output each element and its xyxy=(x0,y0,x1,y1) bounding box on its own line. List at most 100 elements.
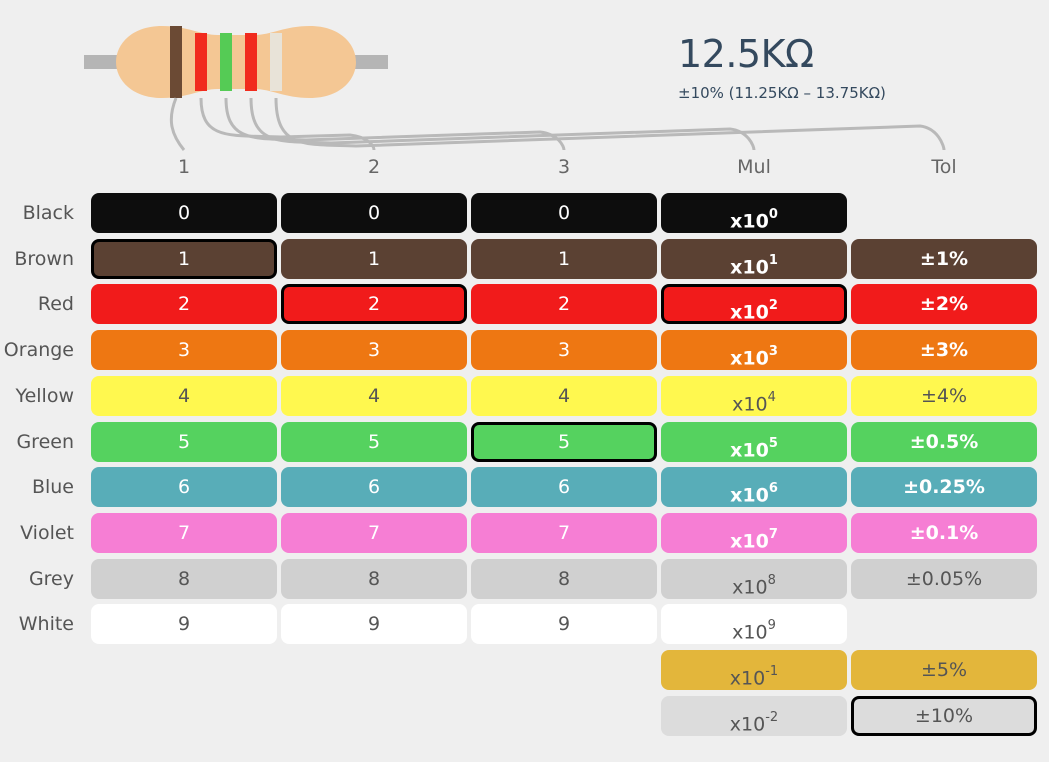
multiplier-base: x10 xyxy=(730,210,769,233)
band2-grey[interactable]: 8 xyxy=(281,558,467,599)
multiplier-text: x104 xyxy=(732,376,776,424)
band3-brown[interactable]: 1 xyxy=(471,238,657,279)
multiplier-grey[interactable]: x108 xyxy=(661,558,847,599)
tolerance-red[interactable]: ±2% xyxy=(851,284,1037,325)
multiplier-text: x10-2 xyxy=(730,696,778,744)
band3-black[interactable]: 0 xyxy=(471,193,657,233)
row-label-orange: Orange xyxy=(3,339,74,362)
multiplier-exponent: 9 xyxy=(767,618,776,634)
multiplier-exponent: 1 xyxy=(768,252,778,268)
tolerance-violet[interactable]: ±0.1% xyxy=(851,512,1037,553)
multiplier-base: x10 xyxy=(729,713,766,736)
multiplier-base: x10 xyxy=(730,530,769,553)
multiplier-red[interactable]: x102 xyxy=(661,284,847,325)
band3-violet[interactable]: 7 xyxy=(471,512,657,553)
column-header-mul: Mul xyxy=(737,156,771,178)
multiplier-exponent: -2 xyxy=(765,709,779,725)
multiplier-exponent: 3 xyxy=(768,344,778,360)
band2-yellow[interactable]: 4 xyxy=(281,375,467,416)
multiplier-orange[interactable]: x103 xyxy=(661,330,847,371)
multiplier-exponent: 2 xyxy=(768,298,778,314)
column-header-tol: Tol xyxy=(931,156,957,178)
resistance-value: 12.5KΩ xyxy=(678,32,814,76)
band2-blue[interactable]: 6 xyxy=(281,467,467,508)
band-wire-1 xyxy=(169,97,186,151)
tolerance-blue[interactable]: ±0.25% xyxy=(851,467,1037,508)
multiplier-text: x109 xyxy=(732,604,776,652)
band1-blue[interactable]: 6 xyxy=(91,467,277,508)
band1-yellow[interactable]: 4 xyxy=(91,375,277,416)
band3-orange[interactable]: 3 xyxy=(471,330,657,371)
band1-grey[interactable]: 8 xyxy=(91,558,277,599)
band1-red[interactable]: 2 xyxy=(91,284,277,325)
tolerance-brown[interactable]: ±1% xyxy=(851,238,1037,279)
row-label-brown: Brown xyxy=(14,247,74,270)
band2-red[interactable]: 2 xyxy=(281,284,467,325)
tolerance-extra-11[interactable]: ±10% xyxy=(851,695,1037,736)
tolerance-green[interactable]: ±0.5% xyxy=(851,421,1037,462)
multiplier-text: x102 xyxy=(730,287,778,329)
band3-grey[interactable]: 8 xyxy=(471,558,657,599)
tolerance-extra-10[interactable]: ±5% xyxy=(851,650,1037,690)
multiplier-brown[interactable]: x101 xyxy=(661,238,847,279)
resistor-band-2 xyxy=(195,33,207,91)
row-label-white: White xyxy=(18,613,74,636)
tolerance-grey[interactable]: ±0.05% xyxy=(851,558,1037,599)
band1-black[interactable]: 0 xyxy=(91,193,277,233)
resistance-tolerance-range: ±10% (11.25KΩ – 13.75KΩ) xyxy=(678,84,886,102)
multiplier-base: x10 xyxy=(732,575,768,598)
band3-red[interactable]: 2 xyxy=(471,284,657,325)
band2-orange[interactable]: 3 xyxy=(281,330,467,371)
multiplier-extra-11[interactable]: x10-2 xyxy=(661,695,847,736)
multiplier-text: x100 xyxy=(730,193,778,241)
band1-white[interactable]: 9 xyxy=(91,604,277,645)
multiplier-exponent: 4 xyxy=(767,389,776,405)
band3-white[interactable]: 9 xyxy=(471,604,657,645)
band2-brown[interactable]: 1 xyxy=(281,238,467,279)
band1-violet[interactable]: 7 xyxy=(91,512,277,553)
multiplier-blue[interactable]: x106 xyxy=(661,467,847,508)
multiplier-base: x10 xyxy=(730,256,769,279)
band2-white[interactable]: 9 xyxy=(281,604,467,645)
multiplier-text: x103 xyxy=(730,330,778,378)
multiplier-text: x107 xyxy=(730,513,778,561)
resistor-diagram xyxy=(84,26,946,151)
tolerance-orange[interactable]: ±3% xyxy=(851,330,1037,371)
band-wire-3 xyxy=(224,97,566,151)
multiplier-violet[interactable]: x107 xyxy=(661,512,847,553)
resistor-body xyxy=(116,26,356,98)
band1-orange[interactable]: 3 xyxy=(91,330,277,371)
multiplier-base: x10 xyxy=(730,301,769,324)
band3-yellow[interactable]: 4 xyxy=(471,375,657,416)
resistor-lead-left xyxy=(84,55,124,69)
multiplier-exponent: 8 xyxy=(767,572,776,588)
row-label-red: Red xyxy=(37,293,74,316)
multiplier-yellow[interactable]: x104 xyxy=(661,375,847,416)
multiplier-white[interactable]: x109 xyxy=(661,604,847,645)
multiplier-black[interactable]: x100 xyxy=(661,193,847,233)
band1-brown[interactable]: 1 xyxy=(91,238,277,279)
column-header-2: 2 xyxy=(367,156,381,178)
resistor-band-4 xyxy=(245,33,257,91)
band1-green[interactable]: 5 xyxy=(91,421,277,462)
multiplier-exponent: 7 xyxy=(768,526,778,542)
multiplier-extra-10[interactable]: x10-1 xyxy=(661,650,847,690)
multiplier-text: x10-1 xyxy=(730,650,778,698)
multiplier-green[interactable]: x105 xyxy=(661,421,847,462)
multiplier-exponent: 5 xyxy=(768,435,778,451)
column-header-1: 1 xyxy=(177,156,191,178)
band3-green[interactable]: 5 xyxy=(471,421,657,462)
band-wire-4 xyxy=(249,97,756,151)
band3-blue[interactable]: 6 xyxy=(471,467,657,508)
row-label-black: Black xyxy=(22,202,74,224)
band2-violet[interactable]: 7 xyxy=(281,512,467,553)
tolerance-yellow[interactable]: ±4% xyxy=(851,375,1037,416)
row-label-green: Green xyxy=(16,430,74,453)
multiplier-text: x105 xyxy=(730,422,778,470)
band2-black[interactable]: 0 xyxy=(281,193,467,233)
multiplier-base: x10 xyxy=(730,347,769,370)
resistor-band-1 xyxy=(170,26,182,98)
row-label-grey: Grey xyxy=(28,567,74,590)
row-label-yellow: Yellow xyxy=(15,384,75,407)
band2-green[interactable]: 5 xyxy=(281,421,467,462)
